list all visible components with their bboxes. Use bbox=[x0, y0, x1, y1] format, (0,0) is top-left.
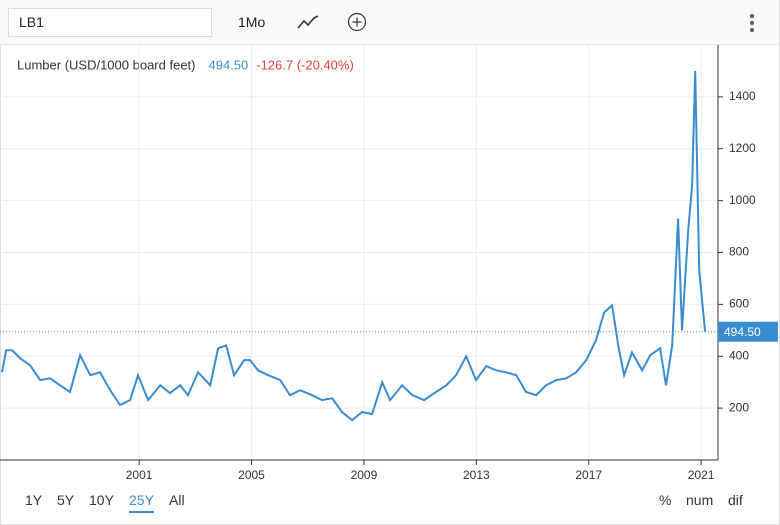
add-icon[interactable] bbox=[346, 11, 368, 33]
x-tick-label: 2017 bbox=[575, 468, 602, 480]
symbol-input[interactable]: LB1 bbox=[8, 8, 212, 37]
y-tick-label: 600 bbox=[729, 297, 749, 311]
price-line bbox=[1, 70, 707, 422]
y-tick-label: 1200 bbox=[729, 141, 756, 155]
x-tick-label: 2009 bbox=[351, 468, 378, 480]
y-tick-label: 800 bbox=[729, 245, 749, 259]
range-button[interactable]: All bbox=[169, 492, 185, 508]
price-change: -126.7 (-20.40%) bbox=[256, 57, 354, 72]
last-price-label: 494.50 bbox=[724, 325, 761, 339]
menu-icon[interactable] bbox=[746, 12, 758, 34]
x-tick-label: 2021 bbox=[688, 468, 715, 480]
range-button[interactable]: 1Y bbox=[25, 492, 43, 508]
mode-button[interactable]: dif bbox=[728, 492, 743, 508]
last-price-box bbox=[718, 321, 778, 342]
frequency-button[interactable]: 1Mo bbox=[238, 14, 266, 30]
y-tick-label: 1400 bbox=[729, 89, 756, 103]
toolbar: LB1 1Mo bbox=[0, 0, 778, 45]
mode-button[interactable]: num bbox=[686, 492, 714, 508]
range-button[interactable]: 25Y bbox=[129, 492, 154, 513]
x-tick-label: 2001 bbox=[126, 468, 153, 480]
series-name: Lumber (USD/1000 board feet) bbox=[17, 57, 195, 72]
range-button[interactable]: 5Y bbox=[57, 492, 75, 508]
y-tick-label: 400 bbox=[729, 348, 749, 362]
mode-button[interactable]: % bbox=[659, 492, 672, 508]
range-button[interactable]: 10Y bbox=[89, 492, 114, 508]
chart-type-icon[interactable] bbox=[296, 12, 320, 32]
x-tick-label: 2013 bbox=[463, 468, 490, 480]
y-tick-label: 200 bbox=[729, 400, 749, 414]
x-tick-label: 2005 bbox=[238, 468, 265, 480]
last-price: 494.50 bbox=[208, 57, 248, 72]
chart: Lumber (USD/1000 board feet) 494.50 -126… bbox=[0, 45, 778, 480]
y-tick-label: 1000 bbox=[729, 193, 756, 207]
